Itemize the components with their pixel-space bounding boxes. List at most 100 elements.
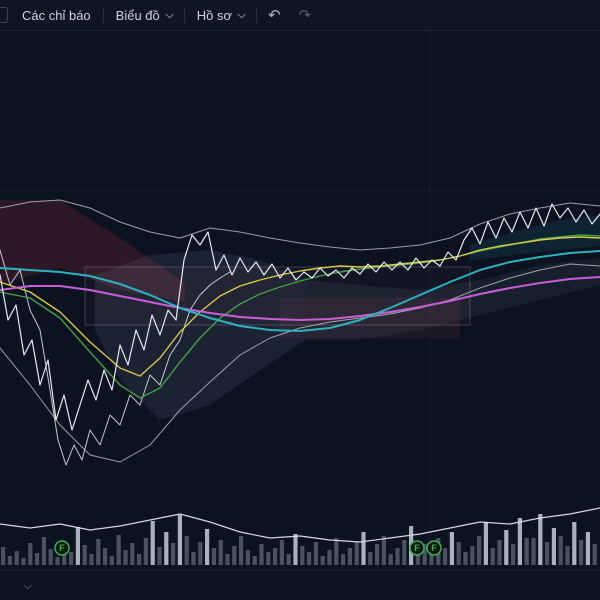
cyan-ma-line xyxy=(0,250,600,332)
volume-bar xyxy=(463,552,468,565)
volume-bar xyxy=(347,548,352,565)
volume-bar xyxy=(592,544,597,565)
volume-bar xyxy=(354,542,359,565)
chart-menu-label: Biểu đồ xyxy=(115,7,160,23)
toolbar-separator xyxy=(183,7,185,23)
volume-bar xyxy=(551,528,556,565)
volume-bar xyxy=(361,532,366,565)
volume-bar xyxy=(497,540,502,565)
volume-bar xyxy=(307,552,312,565)
chart-menu-button[interactable]: Biểu đồ xyxy=(106,0,182,30)
event-marker-circle[interactable] xyxy=(409,540,425,556)
volume-bar xyxy=(443,548,448,565)
volume-bar xyxy=(205,529,210,565)
profile-menu-label: Hồ sơ xyxy=(196,7,233,23)
volume-ma-line xyxy=(0,507,600,543)
volume-bar xyxy=(504,530,509,565)
volume-bar xyxy=(137,554,142,565)
volume-bar xyxy=(69,552,74,565)
volume-bar xyxy=(28,543,33,565)
ichimoku-cloud-gray-center xyxy=(95,250,305,420)
volume-bar xyxy=(116,535,121,565)
event-marker-label: F xyxy=(431,543,437,553)
chevron-down-icon xyxy=(23,580,32,590)
volume-bar xyxy=(327,550,332,565)
event-marker-circle[interactable] xyxy=(426,540,442,556)
volume-bar xyxy=(490,548,495,565)
volume-bar xyxy=(483,522,488,565)
volume-bar xyxy=(558,536,563,565)
volume-bar xyxy=(572,522,577,565)
layout-icon[interactable] xyxy=(0,7,8,23)
profile-menu-button[interactable]: Hồ sơ xyxy=(187,0,254,30)
volume-bar xyxy=(164,532,169,565)
volume-bar xyxy=(225,554,230,565)
volume-bar xyxy=(320,556,325,565)
volume-bar xyxy=(293,534,298,565)
volume-bar xyxy=(381,536,386,565)
toolbar-separator xyxy=(256,7,258,23)
volume-bar xyxy=(313,542,318,565)
volume-bar xyxy=(157,547,162,565)
volume-bar xyxy=(35,553,40,565)
volume-bar xyxy=(191,552,196,565)
volume-bar xyxy=(538,514,543,565)
volume-bar xyxy=(171,543,176,565)
volume-bar xyxy=(517,518,522,565)
volume-bar xyxy=(456,542,461,565)
cloud-teal-right xyxy=(470,215,600,261)
volume-bar xyxy=(415,550,420,565)
volume-bar xyxy=(55,557,60,565)
volume-bar xyxy=(470,546,475,565)
event-marker-label: F xyxy=(414,543,420,553)
volume-bar xyxy=(177,515,182,565)
volume-bar xyxy=(1,547,6,565)
redo-button[interactable]: ↷ xyxy=(290,0,321,30)
volume-bar xyxy=(579,540,584,565)
volume-bar xyxy=(218,540,223,565)
volume-bar xyxy=(273,548,278,565)
chevron-down-icon xyxy=(165,10,174,19)
volume-bar xyxy=(585,532,590,565)
volume-bar xyxy=(150,521,155,565)
volume-bar xyxy=(524,538,529,565)
volume-bar xyxy=(21,558,26,565)
event-marker-circle[interactable] xyxy=(54,540,70,556)
volume-bar xyxy=(511,544,516,565)
collapse-panel-button[interactable] xyxy=(14,572,40,600)
indicators-button-label: Các chỉ báo xyxy=(22,7,91,23)
volume-bar xyxy=(531,538,536,565)
chevron-down-icon xyxy=(237,10,246,19)
volume-bar xyxy=(96,539,101,565)
indicators-button[interactable]: Các chỉ báo xyxy=(12,0,101,30)
volume-bar xyxy=(184,536,189,565)
volume-bar xyxy=(109,556,114,565)
undo-button[interactable]: ↶ xyxy=(259,0,290,30)
volume-bar xyxy=(211,548,216,565)
volume-bar xyxy=(14,551,19,565)
volume-bar xyxy=(7,556,12,565)
volume-bar xyxy=(89,554,94,565)
volume-bar xyxy=(239,536,244,565)
price-line xyxy=(0,203,600,431)
volume-bar xyxy=(388,554,393,565)
volume-bar xyxy=(449,532,454,565)
bollinger-lower-line xyxy=(0,263,600,463)
volume-bar xyxy=(75,527,80,565)
volume-bar xyxy=(266,552,271,565)
volume-bar xyxy=(252,556,257,565)
volume-bar xyxy=(565,546,570,565)
ichimoku-cloud-red-left xyxy=(0,200,185,302)
bottom-toolbar xyxy=(0,570,600,600)
toolbar-separator xyxy=(102,7,104,23)
volume-bar xyxy=(402,540,407,565)
event-marker-label: F xyxy=(59,543,65,553)
volume-bar xyxy=(300,546,305,565)
volume-bar xyxy=(198,542,203,565)
volume-bar xyxy=(130,543,135,565)
volume-bar xyxy=(48,549,53,565)
volume-bar xyxy=(245,550,250,565)
volume-bar xyxy=(477,536,482,565)
